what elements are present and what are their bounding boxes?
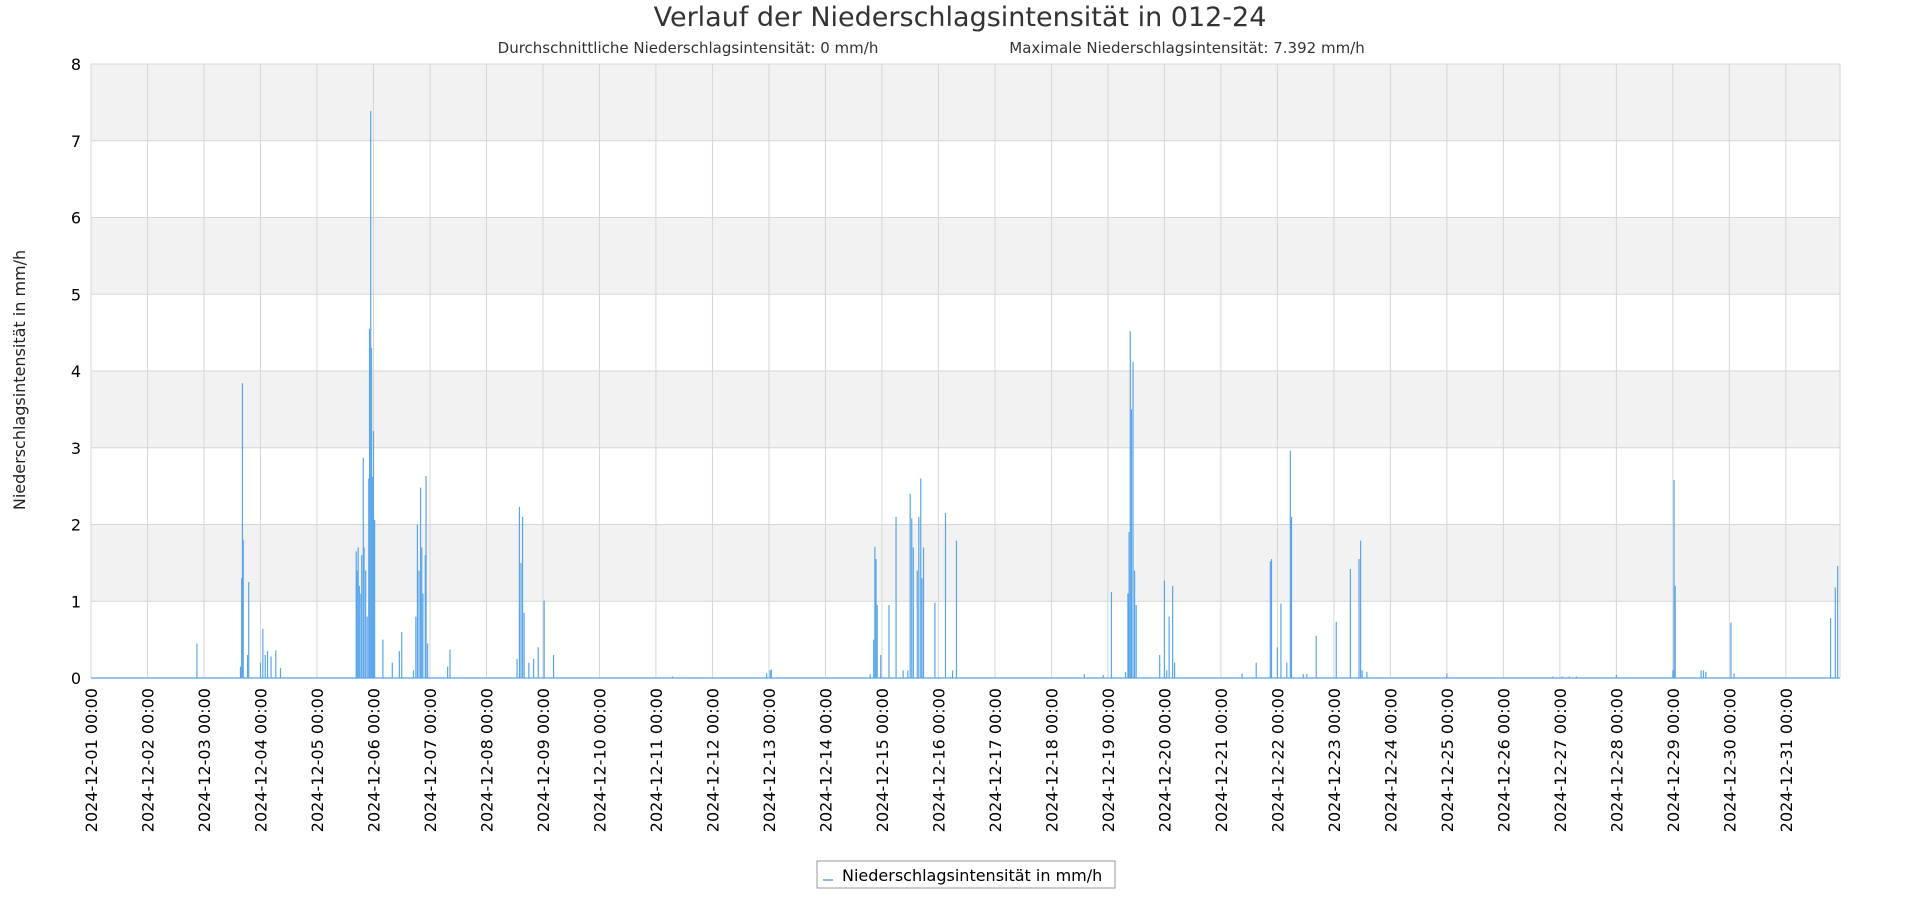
y-tick-label: 6 (71, 209, 81, 228)
x-tick-label: 2024-12-16 00:00 (929, 688, 948, 832)
x-tick-label: 2024-12-26 00:00 (1494, 688, 1513, 832)
legend[interactable]: Niederschlagsintensität in mm/h (816, 860, 1116, 889)
y-tick-label: 4 (71, 362, 81, 381)
x-tick-label: 2024-12-09 00:00 (534, 688, 553, 832)
x-tick-label: 2024-12-28 00:00 (1607, 688, 1626, 832)
x-tick-label: 2024-12-23 00:00 (1325, 688, 1344, 832)
x-tick-label: 2024-12-13 00:00 (760, 688, 779, 832)
x-tick-label: 2024-12-02 00:00 (138, 688, 157, 832)
x-tick-label: 2024-12-10 00:00 (590, 688, 609, 832)
y-axis-ticks: 0 1 2 3 4 5 6 7 8 (71, 55, 81, 688)
x-tick-label: 2024-12-03 00:00 (195, 688, 214, 832)
x-tick-label: 2024-12-12 00:00 (703, 688, 722, 832)
chart-subtitle-maximum: Maximale Niederschlagsintensität: 7.392 … (1009, 39, 1365, 57)
grid-band (91, 371, 1840, 448)
x-axis-ticks: 2024-12-01 00:00 2024-12-02 00:00 2024-12-… (82, 688, 1796, 832)
x-tick-label: 2024-12-04 00:00 (251, 688, 270, 832)
series-layer (91, 110, 1840, 679)
x-tick-label: 2024-12-19 00:00 (1099, 688, 1118, 832)
x-tick-label: 2024-12-31 00:00 (1777, 688, 1796, 832)
x-tick-label: 2024-12-21 00:00 (1212, 688, 1231, 832)
x-tick-label: 2024-12-20 00:00 (1155, 688, 1174, 832)
y-tick-label: 2 (71, 516, 81, 535)
legend-box (816, 860, 1116, 889)
x-tick-label: 2024-12-30 00:00 (1720, 688, 1739, 832)
x-tick-label: 2024-12-07 00:00 (421, 688, 440, 832)
x-tick-label: 2024-12-14 00:00 (816, 688, 835, 832)
grid-band (91, 64, 1840, 141)
x-tick-label: 2024-12-05 00:00 (308, 688, 327, 832)
y-tick-label: 8 (71, 55, 81, 74)
x-tick-label: 2024-12-25 00:00 (1438, 688, 1457, 832)
x-tick-label: 2024-12-06 00:00 (364, 688, 383, 832)
x-tick-label: 2024-12-24 00:00 (1381, 688, 1400, 832)
grid-band (91, 524, 1840, 602)
x-tick-label: 2024-12-11 00:00 (647, 688, 666, 832)
x-tick-label: 2024-12-08 00:00 (477, 688, 496, 832)
x-tick-label: 2024-12-15 00:00 (873, 688, 892, 832)
plot-bands (91, 64, 1840, 602)
x-tick-label: 2024-12-17 00:00 (986, 688, 1005, 832)
x-tick-label: 2024-12-29 00:00 (1664, 688, 1683, 832)
y-axis-label: Niederschlagsintensität in mm/h (10, 250, 29, 510)
chart-subtitle-average: Durchschnittliche Niederschlagsintensitä… (498, 39, 879, 57)
x-tick-label: 2024-12-27 00:00 (1551, 688, 1570, 832)
x-tick-label: 2024-12-22 00:00 (1268, 688, 1287, 832)
y-tick-label: 7 (71, 132, 81, 151)
x-tick-label: 2024-12-01 00:00 (82, 688, 101, 832)
y-tick-label: 5 (71, 285, 81, 304)
chart-title: Verlauf der Niederschlagsintensität in 0… (654, 2, 1267, 33)
x-tick-label: 2024-12-18 00:00 (1042, 688, 1061, 832)
legend-label: Niederschlagsintensität in mm/h (842, 866, 1102, 885)
y-tick-label: 3 (71, 439, 81, 458)
y-tick-label: 1 (71, 592, 81, 611)
grid-band (91, 217, 1840, 295)
y-tick-label: 0 (71, 669, 81, 688)
